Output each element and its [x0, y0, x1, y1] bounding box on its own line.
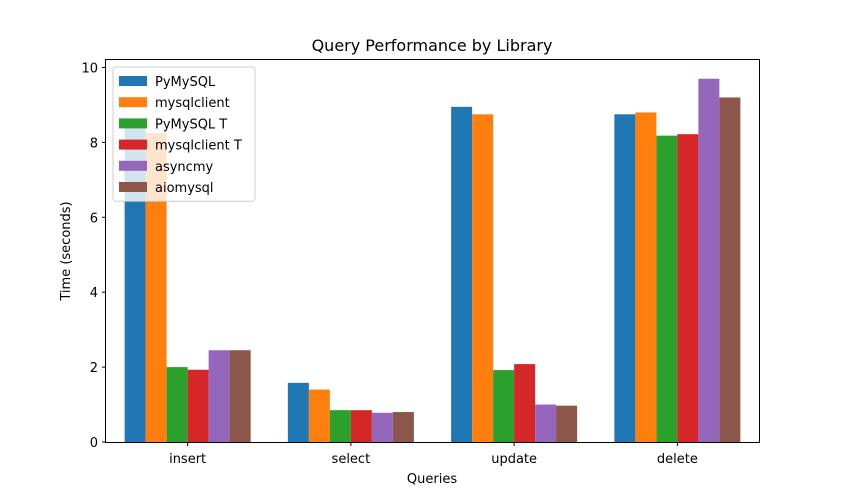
legend-entry: aiomysql [155, 181, 214, 196]
bar-delete-pymysql [614, 114, 636, 442]
legend-swatch [119, 182, 147, 192]
legend-box [112, 66, 256, 202]
bar-delete-pymysql-t [656, 135, 678, 442]
bar-insert-asyncmy [208, 350, 230, 442]
bar-select-mysqlclient-t [350, 410, 372, 442]
y-tick-label: 0 [90, 436, 98, 451]
bar-update-mysqlclient [472, 114, 494, 442]
bar-insert-mysqlclient-t [187, 369, 209, 442]
plot-frame [105, 59, 760, 443]
y-tick-label: 2 [90, 361, 98, 376]
bar-insert-pymysql-t [166, 367, 188, 442]
legend-swatch [119, 97, 147, 108]
legend-entry: mysqlclient T [155, 139, 242, 154]
bar-select-aiomysql [392, 412, 414, 442]
bar-insert-aiomysql [229, 350, 251, 442]
x-axis-label: Queries [407, 472, 457, 487]
y-axis-label: Time (seconds) [59, 201, 74, 301]
y-tick-label: 6 [90, 211, 98, 226]
legend-entry: mysqlclient [155, 96, 230, 111]
legend-swatch [119, 76, 147, 86]
bar-select-pymysql [287, 382, 309, 442]
bar-delete-mysqlclient-t [677, 134, 699, 442]
legend-entry: asyncmy [155, 160, 213, 175]
legend-swatch [119, 139, 147, 150]
legend-entry: PyMySQL T [155, 117, 227, 132]
legend: PyMySQL mysqlclient PyMySQL T mysqlclient T… [112, 66, 256, 202]
bar-select-asyncmy [371, 412, 393, 442]
bar-insert-pymysql [124, 123, 146, 443]
legend-entry: PyMySQL [155, 75, 216, 90]
x-tick-label-delete: delete [657, 452, 698, 467]
bars-layer [124, 78, 741, 443]
y-tick-label: 10 [81, 61, 98, 76]
x-tick-label-insert: insert [169, 452, 206, 467]
x-tick-label-select: select [332, 452, 371, 467]
bar-update-pymysql-t [493, 370, 515, 442]
bar-update-mysqlclient-t [514, 364, 536, 442]
chart-title: Query Performance by Library [312, 36, 553, 55]
x-axis: insert select update delete [169, 442, 698, 467]
bar-select-pymysql-t [329, 410, 351, 442]
bar-delete-mysqlclient [635, 112, 657, 443]
y-axis: 0 2 4 6 8 10 [81, 61, 106, 451]
y-tick-label: 4 [90, 286, 98, 301]
legend-swatch [119, 160, 147, 171]
bar-insert-mysqlclient [145, 133, 167, 442]
legend-swatch [119, 118, 147, 129]
bar-update-pymysql [451, 106, 473, 443]
y-tick-label: 8 [90, 136, 98, 151]
bar-update-aiomysql [556, 405, 578, 442]
x-tick-label-update: update [491, 452, 537, 467]
bar-select-mysqlclient [308, 389, 330, 442]
bar-delete-aiomysql [719, 97, 741, 442]
bar-delete-asyncmy [698, 78, 720, 442]
bar-update-asyncmy [535, 404, 557, 442]
